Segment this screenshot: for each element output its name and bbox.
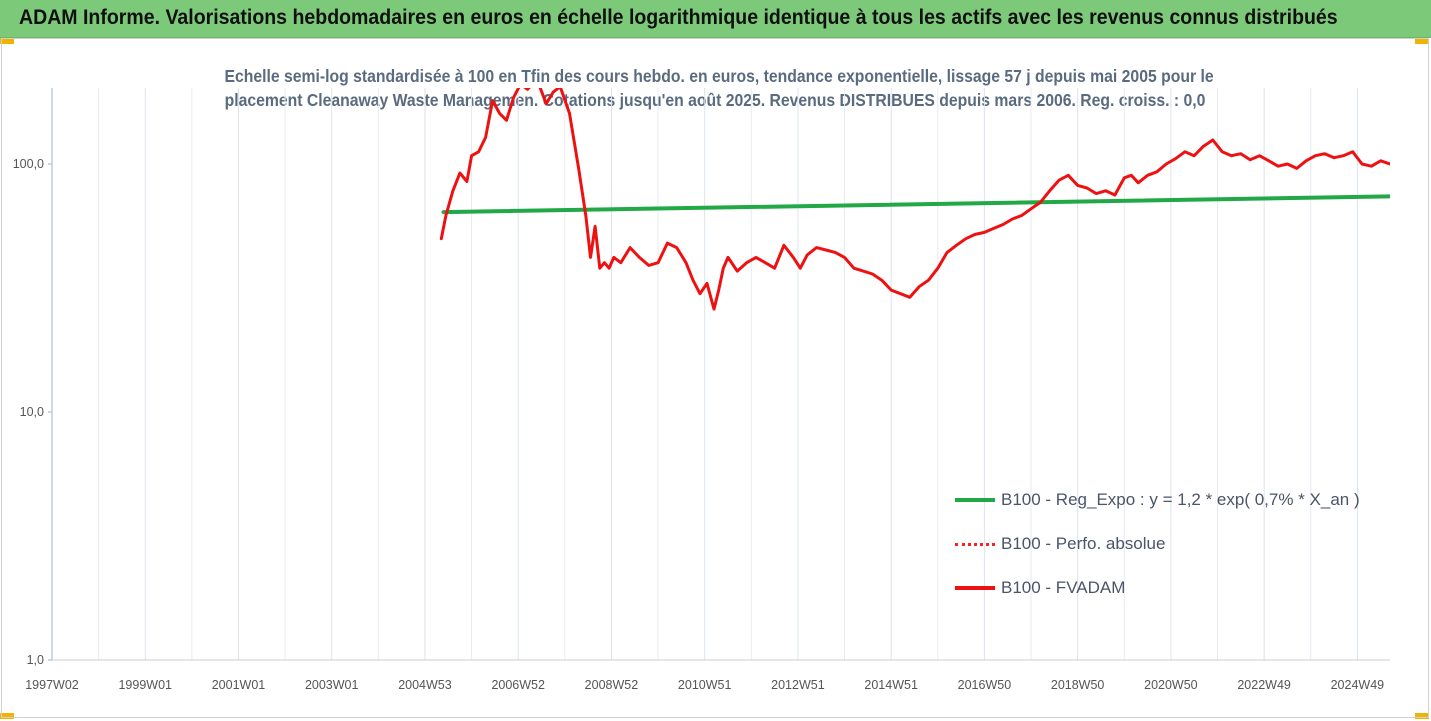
y-tick-label: 100,0: [13, 157, 44, 171]
legend-item-fvadam: B100 - FVADAM: [955, 566, 1360, 610]
legend-label-fvadam: B100 - FVADAM: [1001, 578, 1126, 597]
y-tick-label: 10,0: [20, 405, 44, 419]
legend-item-perfo-absolue: B100 - Perfo. absolue: [955, 522, 1360, 566]
series-line-regression: [441, 194, 1390, 215]
corner-mark-left: [0, 38, 14, 44]
corner-mark-bottom-left: [0, 713, 14, 719]
x-tick-label: 2010W51: [678, 678, 732, 692]
x-tick-label: 2003W01: [305, 678, 359, 692]
series-lines: [439, 88, 1390, 311]
x-tick-label: 2024W49: [1331, 678, 1385, 692]
x-tick-label: 2012W51: [771, 678, 825, 692]
x-tick-label: 2008W52: [585, 678, 639, 692]
x-tick-label: 2001W01: [212, 678, 266, 692]
chart-legend: B100 - Reg_Expo : y = 1,2 * exp( 0,7% * …: [955, 478, 1360, 610]
x-tick-label: 2014W51: [864, 678, 918, 692]
legend-swatch-regression: [955, 498, 995, 502]
x-tick-label: 2022W49: [1237, 678, 1291, 692]
x-tick-label: 2004W53: [398, 678, 452, 692]
corner-mark-right: [1415, 38, 1429, 44]
series-line-fvadam: [439, 88, 1390, 311]
y-tick-label: 1,0: [27, 653, 44, 667]
axes: [48, 88, 1390, 661]
tick-labels: 1,0 10,0 100,0 1997W02 1999W01 2001W01 2003W01…: [13, 157, 1384, 692]
report-header: ADAM Informe. Valorisations hebdomadaire…: [0, 0, 1431, 38]
legend-label-regression: B100 - Reg_Expo : y = 1,2 * exp( 0,7% * …: [1001, 490, 1360, 509]
report-title: ADAM Informe. Valorisations hebdomadaire…: [19, 6, 1338, 29]
legend-label-perfo-absolue: B100 - Perfo. absolue: [1001, 534, 1166, 553]
chart-title-line-1: Echelle semi-log standardisée à 100 en T…: [224, 66, 1214, 86]
legend-item-regression: B100 - Reg_Expo : y = 1,2 * exp( 0,7% * …: [955, 478, 1360, 522]
x-tick-label: 2016W50: [958, 678, 1012, 692]
chart-title-line-2: placement Cleanaway Waste Managemen. Cot…: [224, 90, 1206, 110]
x-tick-label: 1999W01: [118, 678, 172, 692]
x-tick-label: 2006W52: [491, 678, 545, 692]
x-tick-label: 2018W50: [1051, 678, 1105, 692]
x-tick-label: 1997W02: [25, 678, 79, 692]
chart-title: Echelle semi-log standardisée à 100 en T…: [170, 64, 1260, 112]
legend-swatch-fvadam: [955, 586, 995, 590]
x-tick-label: 2020W50: [1144, 678, 1198, 692]
chart-frame: [1, 38, 1429, 718]
legend-swatch-perfo-absolue: [955, 542, 995, 546]
corner-mark-bottom-right: [1415, 713, 1429, 719]
